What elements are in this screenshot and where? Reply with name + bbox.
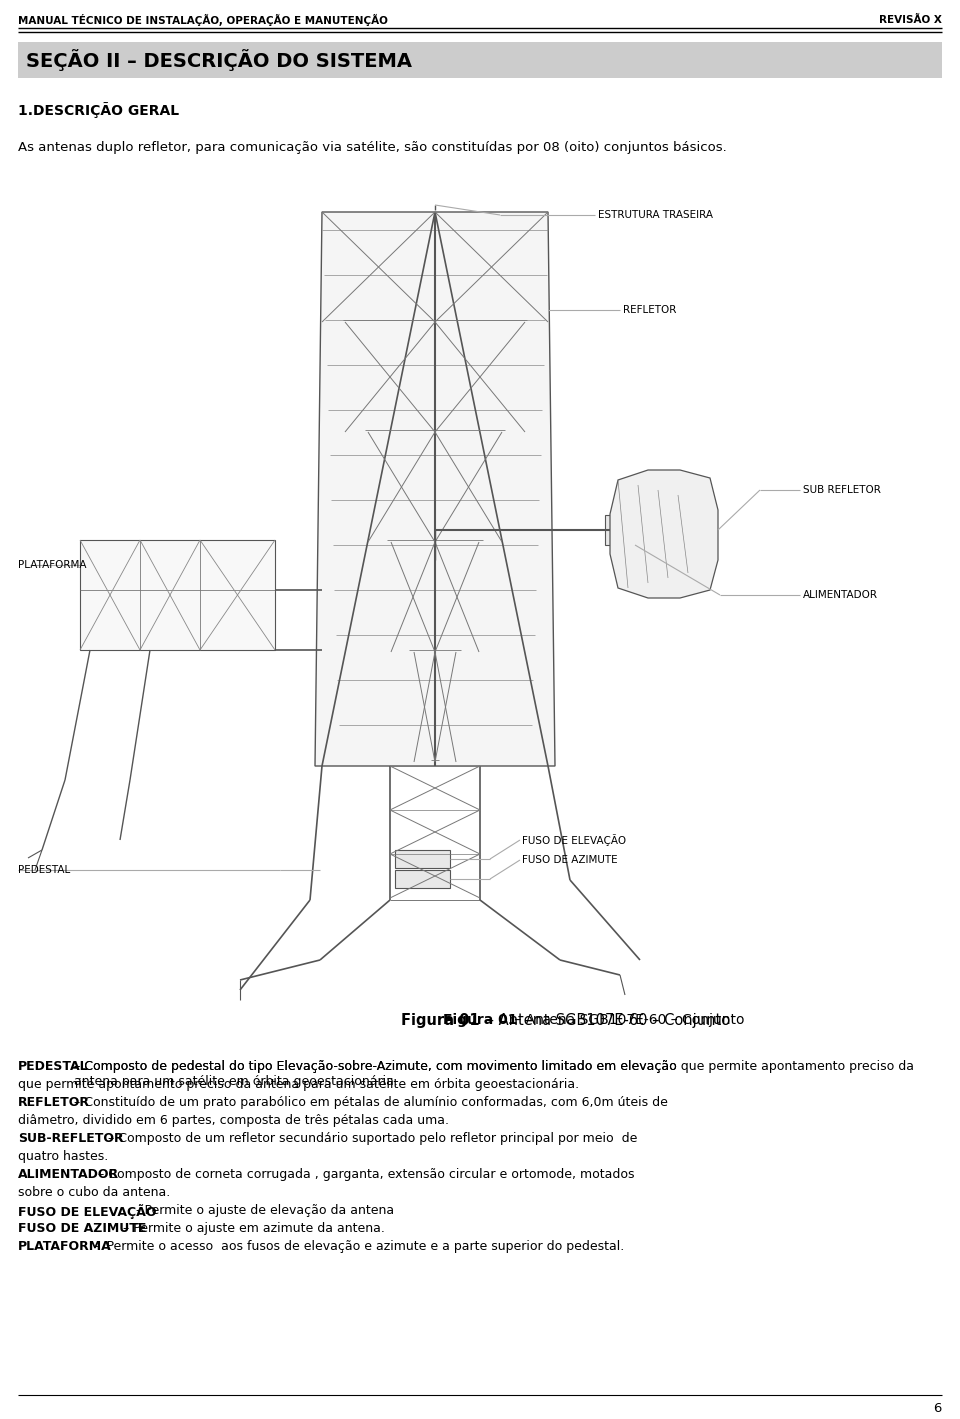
Text: 1.DESCRIÇÃO GERAL: 1.DESCRIÇÃO GERAL: [18, 102, 180, 118]
Text: ALIMENTADOR: ALIMENTADOR: [803, 590, 878, 600]
Text: SUB REFLETOR: SUB REFLETOR: [803, 485, 881, 495]
Text: quatro hastes.: quatro hastes.: [18, 1149, 108, 1164]
Bar: [395, 870, 450, 888]
Text: – Composto de pedestal do tipo Elevação-sobre-Azimute, com movimento limitado em: – Composto de pedestal do tipo Elevação-…: [74, 1060, 914, 1088]
Text: sobre o cubo da antena.: sobre o cubo da antena.: [18, 1186, 170, 1199]
Text: diâmetro, dividido em 6 partes, composta de três pétalas cada uma.: diâmetro, dividido em 6 partes, composta…: [18, 1114, 449, 1127]
Text: – Antena SGB107E-60 – Conjunto: – Antena SGB107E-60 – Conjunto: [510, 1013, 744, 1027]
Text: – Constituído de um prato parabólico em pétalas de alumínio conformadas, com 6,0: – Constituído de um prato parabólico em …: [74, 1095, 668, 1110]
Text: MANUAL TÉCNICO DE INSTALAÇÃO, OPERAÇÃO E MANUTENÇÃO: MANUAL TÉCNICO DE INSTALAÇÃO, OPERAÇÃO E…: [18, 14, 388, 26]
Text: – Permite o ajuste em azimute da antena.: – Permite o ajuste em azimute da antena.: [123, 1222, 385, 1235]
Text: FUSO DE AZIMUTE: FUSO DE AZIMUTE: [18, 1222, 146, 1235]
Text: REFLETOR: REFLETOR: [18, 1095, 90, 1110]
Text: 6: 6: [934, 1402, 942, 1415]
Text: FUSO DE ELEVAÇÃO: FUSO DE ELEVAÇÃO: [18, 1203, 156, 1219]
Text: FUSO DE AZIMUTE: FUSO DE AZIMUTE: [522, 856, 617, 866]
Bar: [395, 850, 450, 868]
Text: Figura 01: Figura 01: [401, 1013, 480, 1027]
Text: PLATAFORMA: PLATAFORMA: [18, 561, 86, 570]
Text: – Composto de um refletor secundário suportado pelo refletor principal por meio : – Composto de um refletor secundário sup…: [108, 1132, 637, 1145]
Text: SUB-REFLETOR: SUB-REFLETOR: [18, 1132, 124, 1145]
Text: Figura 01: Figura 01: [443, 1013, 517, 1027]
Text: REFLETOR: REFLETOR: [623, 305, 677, 315]
Text: - Permite o ajuste de elevação da antena: - Permite o ajuste de elevação da antena: [132, 1203, 395, 1218]
Text: REVISÃO X: REVISÃO X: [879, 16, 942, 26]
Bar: [80, 541, 275, 650]
Text: PLATAFORMA: PLATAFORMA: [18, 1240, 111, 1253]
Text: ALIMENTADOR: ALIMENTADOR: [18, 1168, 119, 1181]
Bar: [605, 515, 635, 545]
Text: PEDESTAL: PEDESTAL: [18, 1060, 88, 1073]
Text: PEDESTAL: PEDESTAL: [18, 866, 70, 876]
Bar: [420, 555, 450, 575]
Text: As antenas duplo refletor, para comunicação via satélite, são constituídas por 0: As antenas duplo refletor, para comunica…: [18, 142, 727, 155]
Text: Figura 01 – Antena SGB107E-60 – Conjunto: Figura 01 – Antena SGB107E-60 – Conjunto: [330, 1013, 630, 1027]
Text: -  Permite o acesso  aos fusos de elevação e azimute e a parte superior do pedes: - Permite o acesso aos fusos de elevação…: [90, 1240, 624, 1253]
Polygon shape: [610, 470, 718, 597]
Text: ESTRUTURA TRASEIRA: ESTRUTURA TRASEIRA: [598, 210, 713, 220]
Text: – Antena SGB107E-60 – Conjunto: – Antena SGB107E-60 – Conjunto: [482, 1013, 731, 1027]
Bar: [18, 43, 942, 78]
Text: FUSO DE ELEVAÇÃO: FUSO DE ELEVAÇÃO: [522, 834, 626, 846]
Text: que permite apontamento preciso da antena para um satélite em órbita geoestacion: que permite apontamento preciso da anten…: [18, 1078, 579, 1091]
Text: SEÇÃO II – DESCRIÇÃO DO SISTEMA: SEÇÃO II – DESCRIÇÃO DO SISTEMA: [26, 50, 412, 71]
Text: – Composto de pedestal do tipo Elevação-sobre-Azimute, com movimento limitado em: – Composto de pedestal do tipo Elevação-…: [74, 1060, 677, 1073]
Text: – Composto de corneta corrugada , garganta, extensão circular e ortomode, motado: – Composto de corneta corrugada , gargan…: [98, 1168, 635, 1181]
Polygon shape: [315, 211, 555, 766]
